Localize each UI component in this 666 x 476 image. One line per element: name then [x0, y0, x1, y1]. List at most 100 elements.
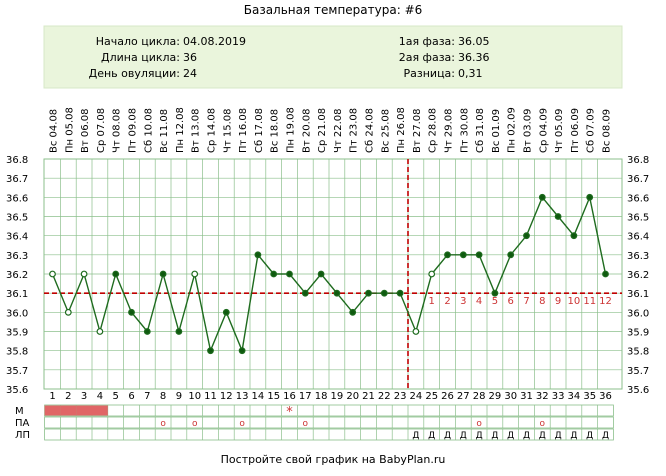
row-mark: Д	[491, 431, 498, 441]
data-point	[428, 270, 436, 278]
day-number: 33	[552, 391, 565, 402]
date-label: Чт 29.08	[444, 109, 455, 154]
row-mark: Д	[507, 431, 514, 441]
data-point	[317, 270, 325, 278]
y-axis-right: 35.6 35.7 35.8 35.9 36.0 36.1 36.2 36.3 36.4 36.5…	[627, 155, 649, 396]
row-label: М	[15, 406, 24, 417]
row-mark: Д	[476, 431, 483, 441]
data-point	[586, 193, 594, 201]
row-mark: Д	[412, 431, 419, 441]
y-tick-label: 36.5	[627, 213, 649, 224]
day-number: 9	[176, 391, 182, 402]
date-label: Пн 19.08	[286, 107, 297, 153]
y-tick-label: 35.8	[627, 347, 649, 358]
day-number: 2	[65, 391, 71, 402]
day-number: 24	[410, 391, 423, 402]
day-number: 30	[504, 391, 517, 402]
data-point	[554, 213, 562, 220]
phase2-label: 7	[523, 296, 529, 307]
row-mark: Д	[539, 431, 546, 441]
day-number: 6	[128, 391, 134, 402]
info-label: Длина цикла:	[101, 51, 180, 64]
date-label: Пн 05.08	[64, 107, 75, 153]
date-label: Вс 01.09	[491, 109, 502, 153]
day-number: 25	[425, 391, 438, 402]
day-number: 23	[394, 391, 407, 402]
y-tick-label: 36.6	[6, 193, 28, 204]
temperature-series	[49, 193, 609, 355]
info-label: 1ая фаза:	[399, 35, 455, 48]
row-mark: Д	[444, 431, 451, 441]
info-value: 36.36	[458, 51, 490, 64]
temperature-line	[51, 194, 607, 354]
data-point	[396, 289, 404, 297]
row-mark: Д	[428, 431, 435, 441]
y-tick-label: 36.1	[627, 289, 649, 300]
date-label: Вт 03.09	[523, 109, 534, 154]
y-tick-label: 35.7	[627, 366, 649, 377]
row-mark: o	[303, 419, 309, 429]
date-label: Пт 09.08	[128, 108, 139, 153]
data-point	[459, 251, 467, 259]
day-number: 16	[283, 391, 296, 402]
day-number: 12	[220, 391, 233, 402]
y-axis-left: 35.6 35.7 35.8 35.9 36.0 36.1 36.2 36.3 36.4 36.5…	[6, 155, 28, 396]
data-point	[191, 270, 199, 278]
row-mark: o	[476, 419, 482, 429]
row-mark: Д	[523, 431, 530, 441]
date-label: Вс 18.08	[270, 109, 281, 153]
data-point	[143, 328, 151, 335]
date-label: Пт 06.09	[570, 108, 581, 153]
row-mark: o	[160, 419, 166, 429]
y-tick-label: 35.9	[6, 328, 28, 339]
row-mark: Д	[570, 431, 577, 441]
date-label: Пт 16.08	[238, 108, 249, 153]
date-label: Вс 25.08	[380, 109, 391, 153]
row-label: ЛП	[15, 430, 30, 441]
data-point	[444, 251, 451, 259]
data-point	[159, 270, 167, 278]
y-tick-label: 36.4	[627, 232, 649, 243]
day-number: 18	[315, 391, 328, 402]
date-label: Чт 05.09	[554, 109, 565, 154]
day-number: 19	[331, 391, 344, 402]
cycle-info-panel	[43, 25, 623, 89]
data-point	[301, 289, 309, 297]
day-number: 35	[583, 391, 596, 402]
y-tick-label: 36.0	[6, 308, 28, 319]
day-number: 27	[457, 391, 470, 402]
day-number: 3	[81, 391, 87, 402]
phase2-labels: 1 2 3 4 5 6 7 8 9 10 11 12	[429, 296, 612, 307]
chart-grid	[43, 158, 623, 390]
date-label: Сб 24.08	[365, 108, 376, 153]
date-label: Вт 06.08	[80, 108, 91, 153]
phase2-label: 9	[555, 296, 561, 307]
data-point	[412, 328, 420, 335]
date-label: Сб 31.08	[475, 108, 486, 153]
date-label: Вс 08.09	[602, 109, 613, 153]
data-point	[333, 289, 341, 297]
date-label: Вт 13.08	[191, 109, 202, 154]
data-point	[254, 251, 262, 259]
date-label: Ср 04.09	[538, 108, 549, 153]
y-tick-label: 36.0	[627, 308, 649, 319]
y-tick-label: 36.3	[627, 251, 649, 262]
date-label: Ср 21.08	[317, 108, 328, 153]
day-number: 1	[49, 391, 55, 402]
phase2-label: 12	[599, 296, 612, 307]
chart-title: Базальная температура: #6	[244, 3, 423, 17]
day-number: 29	[489, 391, 502, 402]
row-mark: Д	[555, 431, 562, 441]
day-number: 4	[97, 391, 103, 402]
date-label: Чт 22.08	[333, 109, 344, 154]
menstruation-cell	[60, 405, 77, 416]
phase2-label: 8	[539, 296, 545, 307]
date-label: Ср 14.08	[207, 108, 218, 153]
y-tick-label: 35.6	[6, 385, 28, 396]
footer-credit[interactable]: Постройте свой график на BabyPlan.ru	[221, 453, 446, 466]
phase2-label: 2	[444, 296, 450, 307]
day-numbers: 1 2 3 4 5 6 7 8 9 10 11 12 13 14 15 16 17 18 19 20 21 22 23 24 2…	[49, 391, 612, 402]
data-point	[175, 328, 183, 335]
row-mark: o	[540, 419, 546, 429]
